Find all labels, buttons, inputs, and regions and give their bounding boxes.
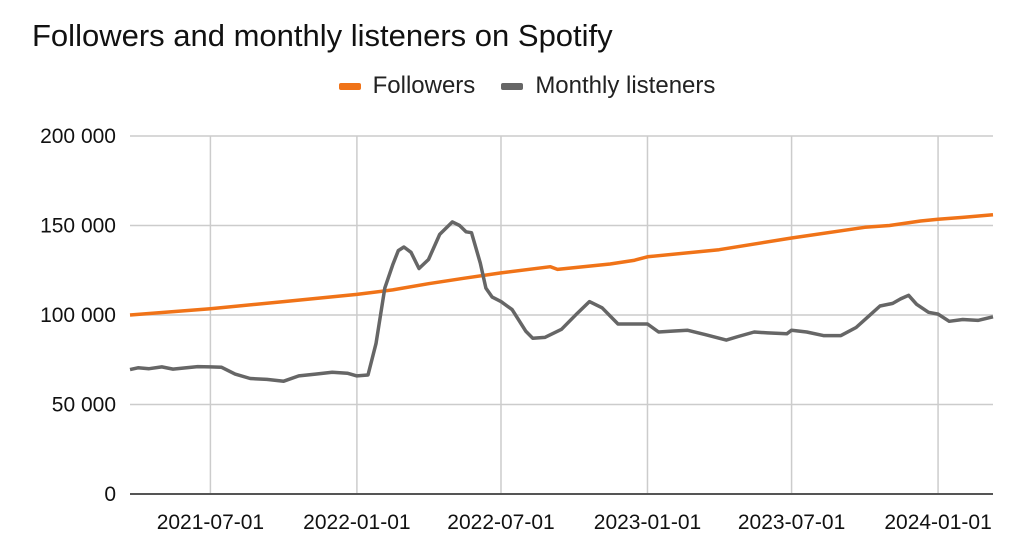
series-line-monthly-listeners: [129, 220, 994, 383]
y-tick-label: 100 000: [40, 304, 116, 327]
x-tick-label: 2023-01-01: [594, 511, 701, 534]
legend-item-followers[interactable]: Followers: [338, 72, 476, 100]
y-tick-label: 50 000: [52, 394, 116, 417]
series-line-followers: [129, 213, 994, 317]
y-tick-label: 0: [104, 483, 116, 506]
legend: Followers Monthly listeners: [0, 72, 1024, 100]
legend-swatch-followers: [338, 82, 361, 90]
x-tick-label: 2022-01-01: [303, 511, 410, 534]
legend-item-monthly-listeners[interactable]: Monthly listeners: [501, 72, 715, 100]
chart-title: Followers and monthly listeners on Spoti…: [32, 18, 613, 53]
legend-label-monthly-listeners: Monthly listeners: [535, 72, 716, 99]
y-tick-label: 150 000: [40, 215, 116, 238]
legend-swatch-monthly-listeners: [501, 82, 524, 90]
x-tick-label: 2022-07-01: [447, 511, 554, 534]
x-tick-label: 2024-01-01: [884, 511, 991, 534]
x-tick-label: 2021-07-01: [157, 511, 264, 534]
x-tick-label: 2023-07-01: [738, 511, 845, 534]
legend-label-followers: Followers: [372, 72, 476, 99]
y-tick-label: 200 000: [40, 125, 116, 148]
